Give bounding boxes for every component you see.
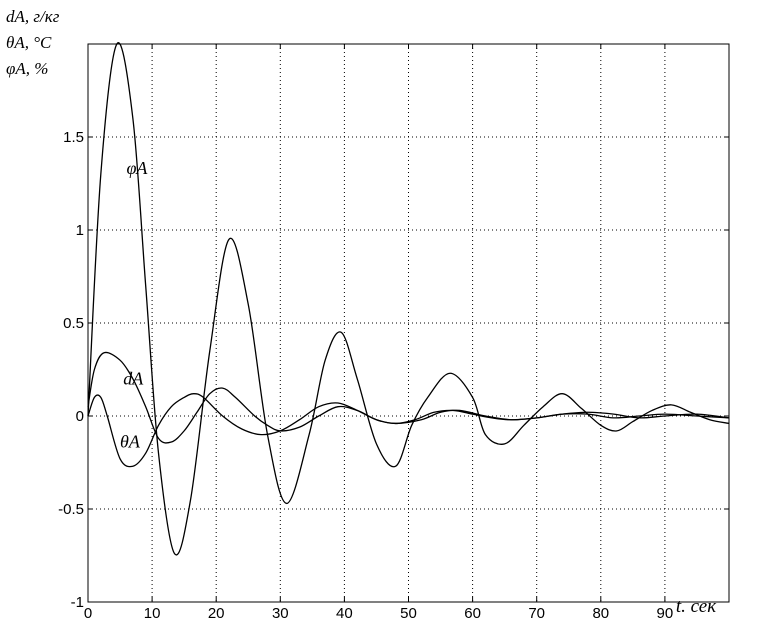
annotation-phi: φA	[126, 158, 148, 178]
axis-ticks: 0 10 20 30 40 50 60 70 80 90 -1 -0.5 0 0.5 1 1.5	[58, 44, 729, 619]
y-tick-label: -1	[71, 594, 84, 611]
x-tick-label: 20	[208, 605, 225, 619]
annotation-d: dA	[123, 368, 144, 388]
x-tick-label: 30	[272, 605, 289, 619]
x-tick-label: 80	[592, 605, 609, 619]
y-tick-label: 0	[76, 408, 84, 425]
x-tick-label: 0	[84, 605, 92, 619]
x-tick-label: 60	[464, 605, 481, 619]
series-line-phi	[87, 42, 730, 556]
y-axis-label-line-3: φA, %	[6, 59, 48, 78]
y-tick-label: 1.5	[63, 129, 84, 146]
x-tick-label: 50	[400, 605, 417, 619]
y-tick-label: 1	[76, 222, 84, 239]
x-tick-label: 70	[528, 605, 545, 619]
series-group	[87, 42, 730, 556]
x-tick-label: 40	[336, 605, 353, 619]
y-tick-label: 0.5	[63, 315, 84, 332]
x-tick-label: 90	[657, 605, 674, 619]
y-tick-label: -0.5	[58, 501, 84, 518]
annotation-theta: θA	[120, 432, 141, 452]
x-tick-label: 10	[144, 605, 161, 619]
y-axis-label-line-2: θA, °C	[6, 33, 52, 52]
grid	[88, 44, 729, 602]
annotations: φA dA θA	[120, 158, 148, 451]
y-axis-label-line-1: dA, г/кг	[6, 7, 60, 26]
x-axis-label: t. сек	[676, 596, 717, 617]
series-line-theta	[87, 393, 730, 468]
